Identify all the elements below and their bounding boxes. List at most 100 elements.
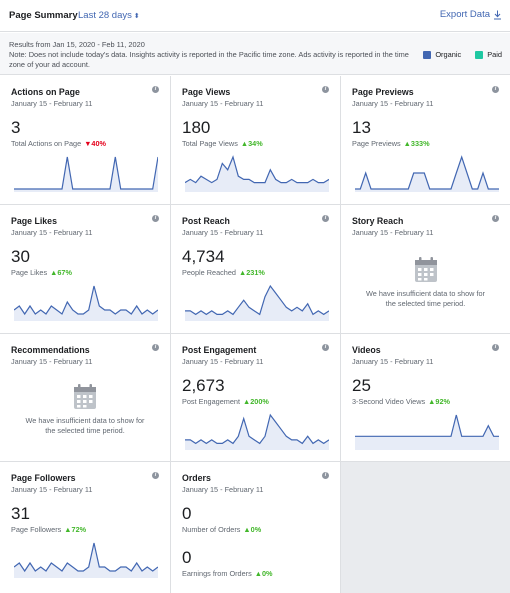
sparkline-engagement — [185, 413, 329, 450]
sparkline-line — [14, 156, 158, 190]
metric-label-text: 3-Second Video Views — [352, 397, 426, 406]
sparkline-area — [185, 286, 329, 321]
sparkline-line — [185, 284, 329, 316]
card-date-range: January 15 - February 11 — [182, 99, 264, 108]
change-value: 34% — [248, 139, 263, 148]
sparkline-reach — [185, 284, 329, 321]
change-value: 72% — [71, 525, 87, 534]
card-title: Page Views — [182, 87, 231, 97]
info-icon[interactable]: i — [322, 86, 329, 93]
metric-label: Post Engagement ▲200% — [182, 397, 269, 406]
date-range-dropdown[interactable]: Last 28 days ⬍ — [78, 10, 140, 21]
card-recommendations[interactable]: Recommendations January 15 - February 11… — [0, 334, 171, 462]
metric-value: 3 — [11, 118, 21, 137]
export-data-label: Export Data — [439, 9, 490, 20]
info-icon[interactable]: i — [152, 472, 159, 479]
change-badge: ▲333% — [403, 139, 430, 148]
metric-value: 25 — [352, 376, 371, 395]
change-badge: ▲92% — [428, 397, 450, 406]
change-value: 231% — [246, 268, 265, 277]
sparkline-line — [185, 155, 329, 184]
card-title: Page Previews — [352, 87, 414, 97]
card-title: Page Followers — [11, 473, 76, 483]
change-value: 40% — [91, 139, 107, 148]
metric-value: 13 — [352, 118, 371, 137]
info-icon[interactable]: i — [492, 344, 499, 351]
metric-label-text: Page Likes — [11, 268, 48, 277]
legend-organic: Organic — [435, 50, 462, 59]
card-title: Page Likes — [11, 216, 57, 226]
metric-label-text: Page Previews — [352, 139, 401, 148]
sparkline-likes — [14, 285, 158, 321]
calendar-icon — [414, 257, 437, 282]
download-icon — [494, 10, 501, 19]
card-page-views[interactable]: Page Views January 15 - February 11 i 18… — [171, 76, 341, 205]
earnings-value: 0 — [182, 548, 192, 567]
card-actions-on-page[interactable]: Actions on Page January 15 - February 11… — [0, 76, 171, 205]
metric-label: 3-Second Video Views ▲92% — [352, 397, 450, 406]
change-value: 92% — [435, 397, 450, 406]
info-icon[interactable]: i — [322, 472, 329, 479]
change-badge: ▲72% — [64, 525, 87, 534]
page-title: Page Summary — [9, 10, 78, 21]
card-page-followers[interactable]: Page Followers January 15 - February 11 … — [0, 462, 171, 593]
card-date-range: January 15 - February 11 — [182, 357, 264, 366]
card-page-likes[interactable]: Page Likes January 15 - February 11 i 30… — [0, 205, 171, 334]
metric-label-text: Post Engagement — [182, 397, 241, 406]
sparkline-videos — [355, 414, 499, 450]
card-orders[interactable]: Orders January 15 - February 11 i 0 Numb… — [171, 462, 341, 593]
chart-legend: Organic Paid — [423, 50, 502, 59]
metric-label: Total Page Views ▲34% — [182, 139, 263, 148]
card-date-range: January 15 - February 11 — [352, 228, 434, 237]
sparkline-line — [355, 155, 499, 190]
change-badge: ▲0% — [243, 525, 262, 534]
change-value: 67% — [57, 268, 72, 277]
info-icon[interactable]: i — [492, 86, 499, 93]
info-icon[interactable]: i — [152, 215, 159, 222]
card-post-reach[interactable]: Post Reach January 15 - February 11 i 4,… — [171, 205, 341, 334]
insufficient-message: We have insufficient data to show for the… — [366, 289, 485, 308]
sparkline-followers — [14, 542, 158, 578]
card-date-range: January 15 - February 11 — [11, 228, 93, 237]
sparkline-area — [355, 415, 499, 450]
metric-value: 2,673 — [182, 376, 225, 395]
info-icon[interactable]: i — [152, 86, 159, 93]
info-icon[interactable]: i — [322, 344, 329, 351]
date-range-label: Last 28 days — [78, 10, 132, 21]
timezone-note: Note: Does not include today's data. Ins… — [9, 50, 409, 69]
card-title: Recommendations — [11, 345, 90, 355]
info-icon[interactable]: i — [322, 215, 329, 222]
info-icon[interactable]: i — [152, 344, 159, 351]
card-videos[interactable]: Videos January 15 - February 11 i 25 3-S… — [341, 334, 510, 462]
info-icon[interactable]: i — [492, 215, 499, 222]
sparkline-area — [355, 157, 499, 192]
sparkline-area — [14, 543, 158, 578]
card-title: Post Reach — [182, 216, 230, 226]
change-value: 200% — [250, 397, 269, 406]
card-title: Videos — [352, 345, 381, 355]
metric-label: People Reached ▲231% — [182, 268, 265, 277]
change-badge: ▲200% — [243, 397, 269, 406]
change-badge: ▼40% — [84, 139, 107, 148]
insufficient-data: We have insufficient data to show for the… — [341, 257, 510, 309]
results-date-range: Results from Jan 15, 2020 - Feb 11, 2020 — [9, 40, 145, 49]
sparkline-previews — [355, 155, 499, 192]
card-title: Story Reach — [352, 216, 404, 226]
metric-label: Page Likes ▲67% — [11, 268, 72, 277]
metric-value: 0 — [182, 504, 192, 523]
organic-swatch — [423, 50, 432, 59]
metric-label-text: Number of Orders — [182, 525, 241, 534]
results-info-bar: Results from Jan 15, 2020 - Feb 11, 2020… — [0, 33, 510, 75]
insufficient-data: We have insufficient data to show for the… — [0, 384, 170, 436]
card-post-engagement[interactable]: Post Engagement January 15 - February 11… — [171, 334, 341, 462]
card-date-range: January 15 - February 11 — [11, 357, 93, 366]
sparkline-views — [185, 155, 329, 192]
export-data-button[interactable]: Export Data — [440, 9, 502, 20]
change-badge: ▲67% — [50, 268, 72, 277]
metric-value: 4,734 — [182, 247, 225, 266]
card-story-reach[interactable]: Story Reach January 15 - February 11 i W… — [341, 205, 510, 334]
change-value: 0% — [250, 525, 262, 534]
earnings-label: Earnings from Orders ▲0% — [182, 569, 273, 578]
card-title: Post Engagement — [182, 345, 257, 355]
card-page-previews[interactable]: Page Previews January 15 - February 11 i… — [341, 76, 510, 205]
